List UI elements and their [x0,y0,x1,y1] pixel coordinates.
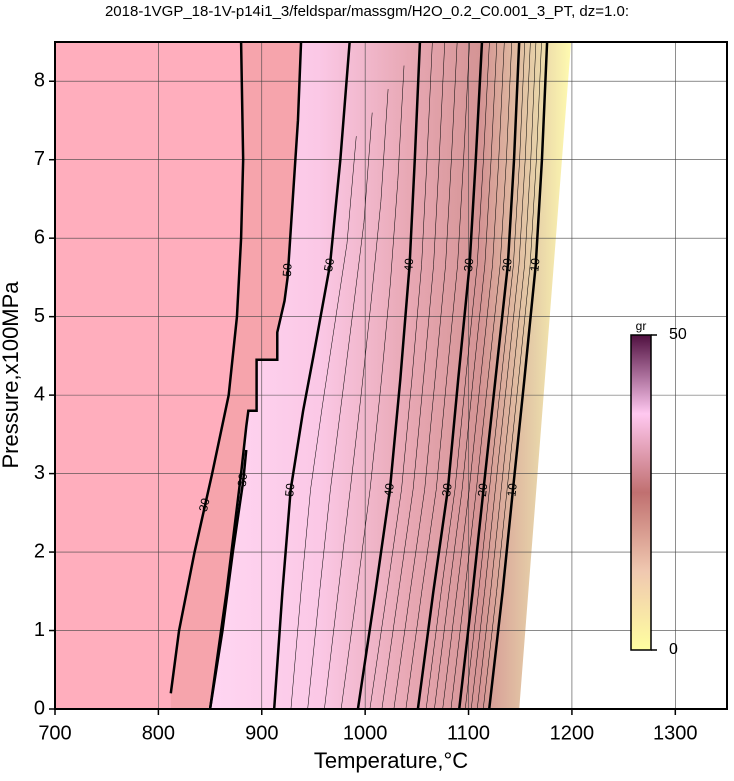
colorbar-tick-label: 50 [669,326,687,343]
contour-label-group: 50 [282,482,297,497]
y-tick-label: 2 [34,540,45,562]
contour-label-group: 40 [401,257,416,272]
contour-label: 30 [439,482,455,498]
contour-line [457,41,521,710]
minor-contour [464,41,526,710]
contour-label: 50 [282,482,297,497]
y-tick-label: 5 [34,305,45,327]
x-tick-label: 1200 [550,722,595,744]
contour-label: 40 [381,482,397,498]
contour-label: 30 [461,257,476,272]
contour-label: 30 [235,472,250,487]
region-fill [210,42,572,709]
contour-label: 10 [504,482,519,497]
contour-label-group: 30 [196,496,213,512]
y-tick-label: 6 [34,226,45,248]
x-tick-label: 700 [38,722,71,744]
colorbar-fill [630,334,652,651]
minor-contour [450,41,513,710]
minor-contour [307,112,373,710]
x-tick-label: 1300 [653,722,698,744]
contour-line [356,41,422,710]
contour-label-group: 50 [321,257,337,273]
minor-contour [340,65,405,710]
minor-contour [324,89,389,710]
contour-line [169,41,245,694]
y-tick-label: 8 [34,70,45,92]
chart-title: 2018-1VGP_18-1V-p14i1_3/feldspar/massgm/… [105,3,629,20]
contour-label-group: 30 [235,472,250,487]
contour-label: 50 [280,263,295,278]
colorbar: 0 50 gr [630,319,687,658]
x-axis-label: Temperature,°C [314,748,468,773]
minor-contour [482,41,542,710]
x-tick-label: 1000 [343,722,388,744]
contour-label-group: 20 [499,257,514,272]
y-tick-label: 4 [34,383,45,405]
minor-contour [405,41,470,710]
contour-label-group: 50 [280,263,295,278]
minor-contour [434,41,498,710]
contour-line [416,41,484,710]
minor-contour [369,41,433,710]
contour-label-group: 40 [381,482,397,498]
y-tick-label: 0 [34,697,45,719]
contour-label: 40 [401,257,416,272]
y-tick-label: 1 [34,619,45,641]
contour-label-group: 20 [475,482,490,497]
minor-contour [442,41,505,710]
fills [55,42,727,709]
contours: 30 30 50 50 50 40 40 30 30 20 20 10 10 [169,41,549,710]
contour-label: 10 [527,257,542,272]
x-tick-label: 900 [245,722,278,744]
x-tick-label: 1100 [447,722,490,744]
minor-contour [381,41,446,710]
contour-label: 20 [499,257,514,272]
colorbar-tick-label: 0 [669,641,678,658]
grid [54,42,727,710]
minor-contour [393,41,458,710]
y-tick-label: 7 [34,148,45,170]
plot-frame [54,41,728,710]
contour-line [272,41,351,710]
contour-label-group: 10 [527,257,542,272]
contour-line [487,41,549,710]
contour-label: 50 [321,257,337,273]
contour-label-group: 30 [461,257,476,272]
colorbar-label: gr [636,319,647,333]
y-axis-label: Pressure,x100MPa [0,281,23,469]
minor-contour [290,136,357,710]
minor-contour [476,41,537,710]
minor-contour [470,41,531,710]
contour-line [208,41,303,710]
minor-contour [425,41,490,710]
contour-label-group: 30 [439,482,455,498]
contour-label: 30 [196,496,213,512]
contour-label-group: 10 [504,482,519,497]
x-tick-label: 800 [142,722,175,744]
y-tick-label: 3 [34,462,45,484]
contour-label: 20 [475,482,490,497]
